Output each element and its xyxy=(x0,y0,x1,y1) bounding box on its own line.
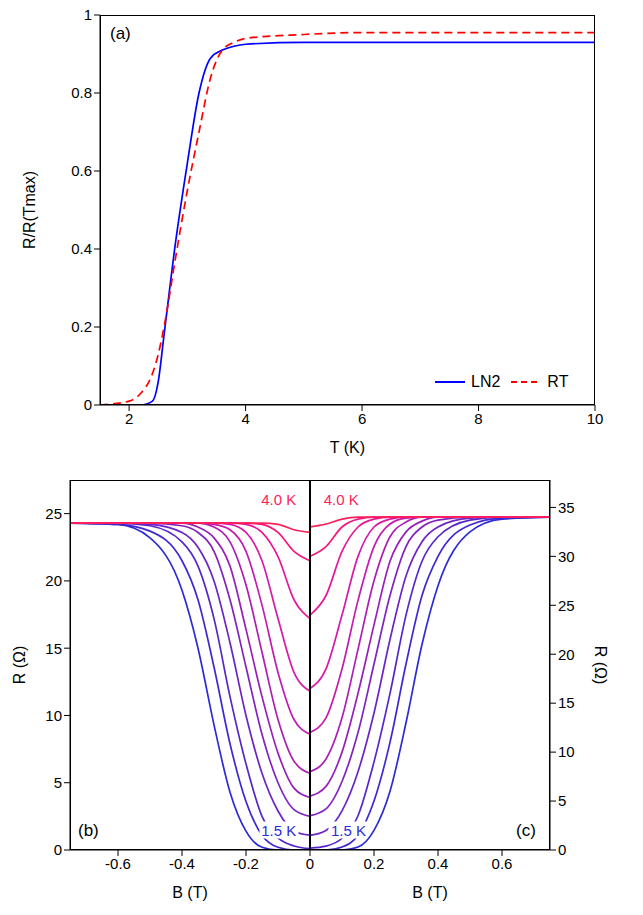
svg-text:-0.4: -0.4 xyxy=(169,855,195,872)
svg-text:0.4: 0.4 xyxy=(71,240,92,257)
html-text:4.0 K: 4.0 K xyxy=(323,490,359,507)
html-text:LN2: LN2 xyxy=(471,373,501,390)
svg-text:0: 0 xyxy=(306,855,314,872)
svg-text:0.8: 0.8 xyxy=(71,84,92,101)
svg-text:R (Ω): R (Ω) xyxy=(592,646,609,685)
svg-text:T (K): T (K) xyxy=(330,439,365,456)
svg-text:0.6: 0.6 xyxy=(492,855,513,872)
html-text:(c): (c) xyxy=(516,821,536,840)
svg-text:5: 5 xyxy=(558,792,566,809)
html-text:1.5 K: 1.5 K xyxy=(261,821,297,839)
svg-text:R (Ω): R (Ω) xyxy=(11,646,28,685)
svg-text:2: 2 xyxy=(125,410,133,427)
svg-text:20: 20 xyxy=(45,572,62,589)
svg-text:4: 4 xyxy=(241,410,249,427)
svg-text:-0.6: -0.6 xyxy=(105,855,131,872)
svg-text:-0.2: -0.2 xyxy=(233,855,259,872)
html-text:4.0 K: 4.0 K xyxy=(261,490,297,507)
svg-text:6: 6 xyxy=(358,410,366,427)
svg-text:1: 1 xyxy=(84,6,92,23)
svg-text:30: 30 xyxy=(558,548,575,565)
svg-text:15: 15 xyxy=(45,640,62,657)
svg-text:10: 10 xyxy=(558,743,575,760)
svg-text:B (T): B (T) xyxy=(172,884,208,901)
svg-text:25: 25 xyxy=(558,597,575,614)
svg-text:B (T): B (T) xyxy=(412,884,448,901)
svg-text:0.4: 0.4 xyxy=(428,855,449,872)
svg-text:25: 25 xyxy=(45,505,62,522)
svg-text:0.6: 0.6 xyxy=(71,162,92,179)
svg-text:0: 0 xyxy=(84,396,92,413)
svg-text:8: 8 xyxy=(474,410,482,427)
svg-text:0: 0 xyxy=(54,841,62,858)
svg-text:35: 35 xyxy=(558,499,575,516)
svg-text:15: 15 xyxy=(558,694,575,711)
svg-text:R/R(Tmax): R/R(Tmax) xyxy=(21,171,38,249)
svg-text:0.2: 0.2 xyxy=(364,855,385,872)
html-text:RT: RT xyxy=(547,373,569,390)
html-text:(b): (b) xyxy=(78,821,99,840)
svg-text:10: 10 xyxy=(587,410,604,427)
svg-text:5: 5 xyxy=(54,774,62,791)
svg-text:0: 0 xyxy=(558,841,566,858)
html-text:(a): (a) xyxy=(110,24,131,43)
html-text:1.5 K: 1.5 K xyxy=(330,821,366,839)
svg-text:0.2: 0.2 xyxy=(71,318,92,335)
svg-text:20: 20 xyxy=(558,646,575,663)
svg-text:10: 10 xyxy=(45,707,62,724)
